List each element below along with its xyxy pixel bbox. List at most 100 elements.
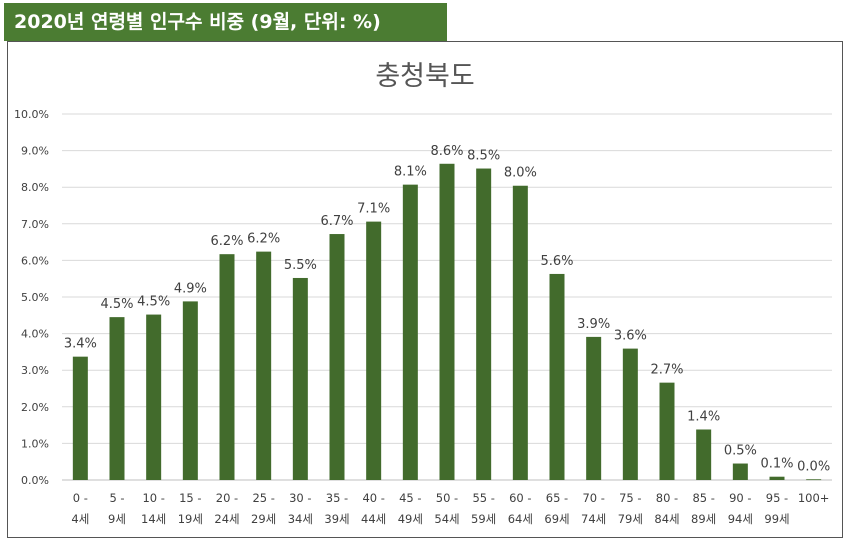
data-label: 5.5% xyxy=(284,258,317,273)
data-label: 6.2% xyxy=(210,234,243,249)
x-tick-label: 85 - xyxy=(692,491,714,505)
bar xyxy=(219,254,235,480)
x-tick-label: 25 - xyxy=(252,491,274,505)
y-tick-label: 1.0% xyxy=(21,437,49,450)
x-tick-label: 90 - xyxy=(729,491,751,505)
x-tick-label: 89세 xyxy=(691,512,716,526)
bar xyxy=(109,317,125,480)
x-tick-label: 39세 xyxy=(324,512,349,526)
bar xyxy=(146,314,162,480)
x-tick-label: 95 - xyxy=(766,491,788,505)
data-label: 5.6% xyxy=(540,254,573,269)
x-tick-label: 100+ xyxy=(798,491,830,505)
y-tick-label: 10.0% xyxy=(14,108,49,121)
bar xyxy=(292,277,308,480)
data-label: 8.6% xyxy=(430,144,463,159)
x-tick-label: 99세 xyxy=(764,512,789,526)
x-tick-label: 30 - xyxy=(289,491,311,505)
bar xyxy=(476,168,492,480)
y-tick-label: 4.0% xyxy=(21,328,49,341)
x-tick-label: 5 - xyxy=(109,491,124,505)
x-tick-label: 70 - xyxy=(582,491,604,505)
data-label: 2.7% xyxy=(650,363,683,378)
bar xyxy=(366,221,382,480)
bars xyxy=(72,163,822,481)
bar xyxy=(256,251,272,480)
y-tick-label: 0.0% xyxy=(21,474,49,487)
x-tick-label: 69세 xyxy=(544,512,569,526)
bar xyxy=(622,348,638,480)
data-label: 4.5% xyxy=(100,297,133,312)
x-tick-label: 29세 xyxy=(251,512,276,526)
data-label: 8.1% xyxy=(394,165,427,180)
x-tick-label: 55 - xyxy=(472,491,494,505)
x-tick-label: 45 - xyxy=(399,491,421,505)
bar xyxy=(329,234,345,480)
data-label: 6.7% xyxy=(320,214,353,229)
x-tick-label: 49세 xyxy=(398,512,423,526)
x-tick-label: 74세 xyxy=(581,512,606,526)
x-tick-label: 44세 xyxy=(361,512,386,526)
data-label: 3.4% xyxy=(64,337,97,352)
data-label: 1.4% xyxy=(687,409,720,424)
x-tick-label: 94세 xyxy=(728,512,753,526)
x-tick-label: 60 - xyxy=(509,491,531,505)
x-tick-label: 65 - xyxy=(546,491,568,505)
bar xyxy=(732,463,748,480)
y-tick-label: 8.0% xyxy=(21,181,49,194)
x-tick-label: 14세 xyxy=(141,512,166,526)
x-tick-label: 84세 xyxy=(654,512,679,526)
y-axis-ticks: 0.0% 1.0% 2.0% 3.0% 4.0% 5.0% 6.0% 7.0% 8.0% 9.0%… xyxy=(14,108,49,487)
x-tick-label: 54세 xyxy=(434,512,459,526)
x-tick-label: 79세 xyxy=(618,512,643,526)
x-tick-label: 0 - xyxy=(73,491,88,505)
bar xyxy=(549,273,565,480)
data-label: 8.5% xyxy=(467,149,500,164)
x-tick-label: 10 - xyxy=(142,491,164,505)
x-tick-label: 19세 xyxy=(178,512,203,526)
x-tick-label: 64세 xyxy=(508,512,533,526)
bar xyxy=(769,476,785,480)
y-tick-label: 3.0% xyxy=(21,364,49,377)
bar xyxy=(439,163,455,480)
bar xyxy=(586,336,602,480)
y-tick-label: 7.0% xyxy=(21,218,49,231)
data-label: 8.0% xyxy=(504,166,537,181)
x-tick-label: 59세 xyxy=(471,512,496,526)
bar xyxy=(72,356,88,480)
bar xyxy=(659,382,675,480)
bar xyxy=(696,429,712,480)
chart-banner-title: 2020년 연령별 인구수 비중 (9월, 단위: %) xyxy=(4,3,447,41)
x-tick-label: 24세 xyxy=(214,512,239,526)
x-tick-label: 50 - xyxy=(436,491,458,505)
x-tick-label: 80 - xyxy=(656,491,678,505)
y-tick-label: 6.0% xyxy=(21,254,49,267)
data-label: 3.6% xyxy=(614,329,647,344)
data-label: 0.0% xyxy=(797,459,830,474)
data-labels: 3.4% 4.5% 4.5% 4.9% 6.2% 6.2% 5.5% 6.7% 7.1% 8.1%… xyxy=(64,144,830,474)
data-label: 4.5% xyxy=(137,295,170,310)
y-tick-label: 5.0% xyxy=(21,291,49,304)
x-tick-label: 34세 xyxy=(288,512,313,526)
y-tick-label: 2.0% xyxy=(21,401,49,414)
x-tick-label: 4세 xyxy=(71,512,89,526)
data-label: 0.1% xyxy=(760,457,793,472)
chart-title: 충청북도 xyxy=(375,61,474,92)
x-tick-label: 15 - xyxy=(179,491,201,505)
x-tick-label: 40 - xyxy=(362,491,384,505)
bar xyxy=(182,301,198,480)
bar xyxy=(806,479,822,481)
x-axis-ticks: 0 - 4세 5 - 9세 10 - 14세 15 - 19세 20 - 24세 25 - 29세 30… xyxy=(71,491,829,526)
x-tick-label: 20 - xyxy=(216,491,238,505)
data-label: 3.9% xyxy=(577,317,610,332)
data-label: 6.2% xyxy=(247,232,280,247)
data-label: 7.1% xyxy=(357,202,390,217)
x-tick-label: 9세 xyxy=(108,512,126,526)
data-label: 0.5% xyxy=(724,444,757,459)
bar xyxy=(512,185,528,480)
x-tick-label: 75 - xyxy=(619,491,641,505)
bar xyxy=(402,184,418,480)
data-label: 4.9% xyxy=(174,281,207,296)
x-tick-label: 35 - xyxy=(326,491,348,505)
